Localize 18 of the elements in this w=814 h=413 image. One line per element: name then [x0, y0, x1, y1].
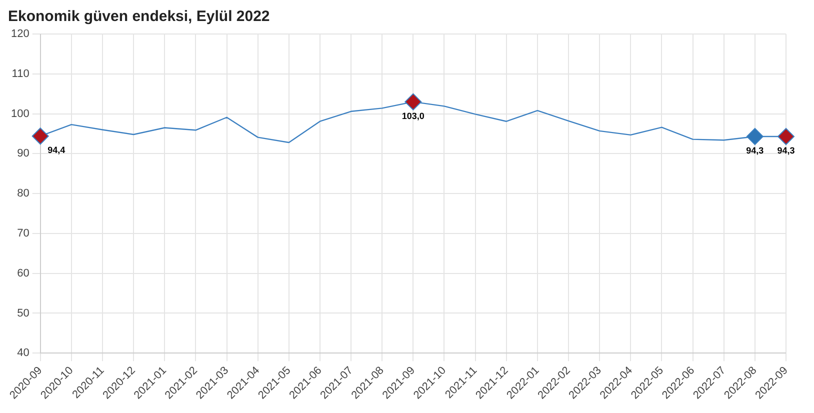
- y-tick-label: 70: [17, 227, 30, 240]
- y-tick-label: 100: [10, 108, 30, 120]
- y-tick-label: 90: [17, 148, 30, 160]
- y-tick-label: 80: [17, 188, 30, 200]
- y-tick-label: 120: [10, 28, 30, 40]
- data-label: 94,3: [746, 146, 764, 156]
- chart-title: Ekonomik güven endeksi, Eylül 2022: [8, 8, 270, 26]
- y-tick-label: 40: [17, 347, 30, 360]
- y-tick-label: 60: [17, 267, 30, 280]
- point: [32, 128, 49, 145]
- point: [778, 128, 794, 146]
- data-label: 103,0: [402, 110, 424, 121]
- point: [746, 128, 764, 146]
- point: [404, 93, 422, 110]
- data-label: 94,3: [777, 146, 795, 156]
- y-tick-label: 50: [17, 307, 30, 320]
- y-tick-label: 110: [12, 68, 30, 80]
- data-label: 94,4: [48, 145, 66, 156]
